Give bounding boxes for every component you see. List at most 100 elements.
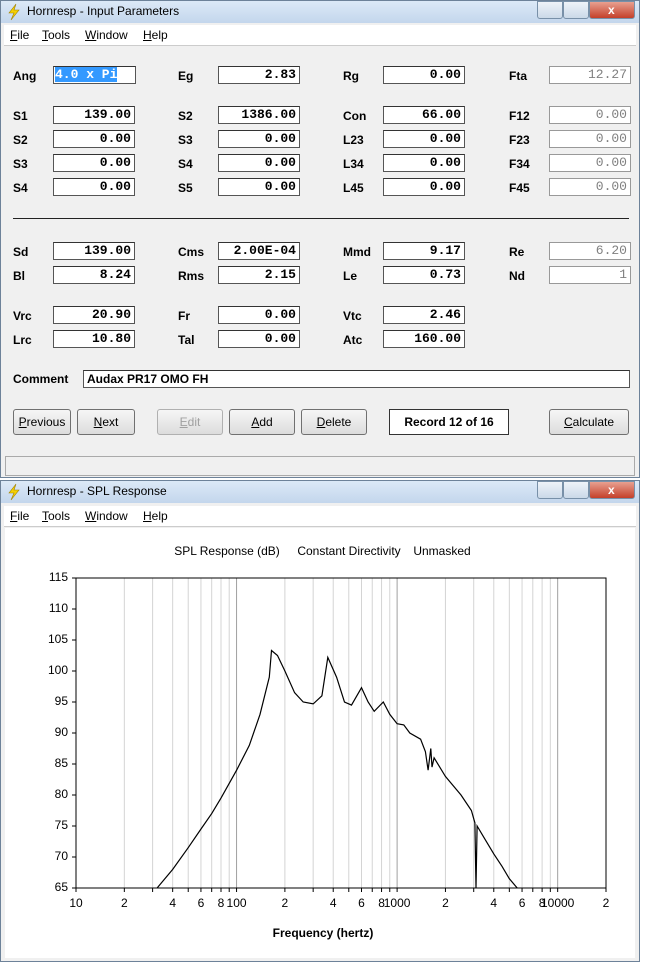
field-input[interactable]: 20.90 [53, 306, 135, 324]
field-input[interactable]: 139.00 [53, 106, 135, 124]
field-input[interactable]: 2.83 [218, 66, 300, 84]
field-label: F34 [509, 157, 530, 171]
close-button[interactable]: x [589, 1, 635, 19]
field-input[interactable]: 4.0 x Pi [53, 66, 136, 84]
window-title: Hornresp - Input Parameters [27, 4, 180, 18]
field-label: Sd [13, 245, 29, 259]
field-label: Re [509, 245, 525, 259]
y-tick-label: 75 [55, 818, 69, 832]
field-input[interactable]: 0.00 [53, 178, 135, 196]
field-input[interactable]: 8.24 [53, 266, 135, 284]
x-tick-label: 6 [198, 896, 205, 910]
menu-item[interactable]: Window [85, 509, 128, 523]
field-input[interactable]: 1386.00 [218, 106, 300, 124]
field-label: F23 [509, 133, 530, 147]
calculate-button[interactable]: Calculate [549, 409, 629, 435]
field-input[interactable]: 0.00 [218, 306, 300, 324]
y-tick-label: 95 [55, 694, 69, 708]
button[interactable]: Add [229, 409, 295, 435]
field-input[interactable]: 0.00 [549, 178, 631, 196]
field-label: S2 [13, 133, 28, 147]
field-label: L45 [343, 181, 364, 195]
field-label: Mmd [343, 245, 371, 259]
field-input[interactable]: 0.73 [383, 266, 465, 284]
field-label: Rg [343, 69, 359, 83]
field-input[interactable]: 0.00 [383, 66, 465, 84]
field-input[interactable]: 6.20 [549, 242, 631, 260]
field-input[interactable]: 0.00 [218, 154, 300, 172]
spl-window: Hornresp - SPL Response x File Tools Windo… [0, 480, 640, 962]
field-input[interactable]: 0.00 [383, 130, 465, 148]
menu-item[interactable]: Help [143, 509, 168, 523]
field-input[interactable]: 0.00 [53, 154, 135, 172]
field-label: F45 [509, 181, 530, 195]
x-tick-label: 2 [442, 896, 449, 910]
menu-item[interactable]: File [10, 509, 30, 523]
window-title: Hornresp - SPL Response [27, 484, 167, 498]
x-tick-label: 8 [378, 896, 385, 910]
field-label: Lrc [13, 333, 32, 347]
field-input[interactable]: 0.00 [383, 178, 465, 196]
field-input[interactable]: 12.27 [549, 66, 631, 84]
field-input[interactable]: 2.46 [383, 306, 465, 324]
menu-item[interactable]: File [10, 28, 30, 42]
field-input[interactable]: 139.00 [53, 242, 135, 260]
field-label: Cms [178, 245, 205, 259]
menu-bar: File Tools Window Help [4, 506, 636, 527]
field-input[interactable]: 0.00 [383, 154, 465, 172]
menu-item[interactable]: Window [85, 28, 128, 42]
field-input[interactable]: 0.00 [549, 130, 631, 148]
x-tick-label: 8 [218, 896, 225, 910]
y-tick-label: 70 [55, 849, 69, 863]
status-bar [5, 456, 635, 476]
menu-item[interactable]: Tools [42, 509, 71, 523]
field-input[interactable]: 1 [549, 266, 631, 284]
field-input[interactable]: 2.00E-04 [218, 242, 300, 260]
field-label: S5 [178, 181, 193, 195]
chart-annotation: Unmasked [413, 544, 470, 558]
button[interactable]: Next [77, 409, 135, 435]
minimize-button[interactable] [537, 481, 563, 499]
x-tick-label: 6 [358, 896, 365, 910]
x-tick-label: 4 [490, 896, 497, 910]
x-tick-label: 2 [282, 896, 289, 910]
button[interactable]: Delete [301, 409, 367, 435]
app-icon [8, 3, 20, 21]
minimize-button[interactable] [537, 1, 563, 19]
menu-item[interactable]: Help [143, 28, 168, 42]
close-button[interactable]: x [589, 481, 635, 499]
menu-item[interactable]: Tools [42, 28, 71, 42]
x-tick-label: 10000 [541, 896, 575, 910]
y-tick-label: 90 [55, 725, 69, 739]
comment-field[interactable]: Audax PR17 OMO FH [83, 370, 630, 388]
field-input[interactable]: 2.15 [218, 266, 300, 284]
field-input[interactable]: 0.00 [218, 130, 300, 148]
y-tick-label: 80 [55, 787, 69, 801]
x-tick-label: 2 [121, 896, 128, 910]
field-label: Vrc [13, 309, 32, 323]
field-input[interactable]: 0.00 [549, 154, 631, 172]
field-input[interactable]: 9.17 [383, 242, 465, 260]
field-input[interactable]: 0.00 [549, 106, 631, 124]
button[interactable]: Previous [13, 409, 71, 435]
field-label: Ang [13, 69, 37, 83]
field-label: Fta [509, 69, 527, 83]
field-input[interactable]: 160.00 [383, 330, 465, 348]
field-input[interactable]: 0.00 [218, 178, 300, 196]
x-axis-label: Frequency (hertz) [273, 926, 374, 940]
y-tick-label: 115 [49, 570, 68, 584]
maximize-button[interactable] [563, 481, 589, 499]
app-icon [8, 483, 20, 501]
field-input[interactable]: 0.00 [53, 130, 135, 148]
maximize-button[interactable] [563, 1, 589, 19]
field-input[interactable]: 66.00 [383, 106, 465, 124]
x-tick-label: 4 [169, 896, 176, 910]
field-input[interactable]: 0.00 [218, 330, 300, 348]
field-label: Vtc [343, 309, 362, 323]
y-tick-label: 65 [55, 880, 69, 894]
field-input[interactable]: 10.80 [53, 330, 135, 348]
menu-bar: File Tools Window Help [4, 25, 636, 46]
separator [13, 218, 629, 219]
